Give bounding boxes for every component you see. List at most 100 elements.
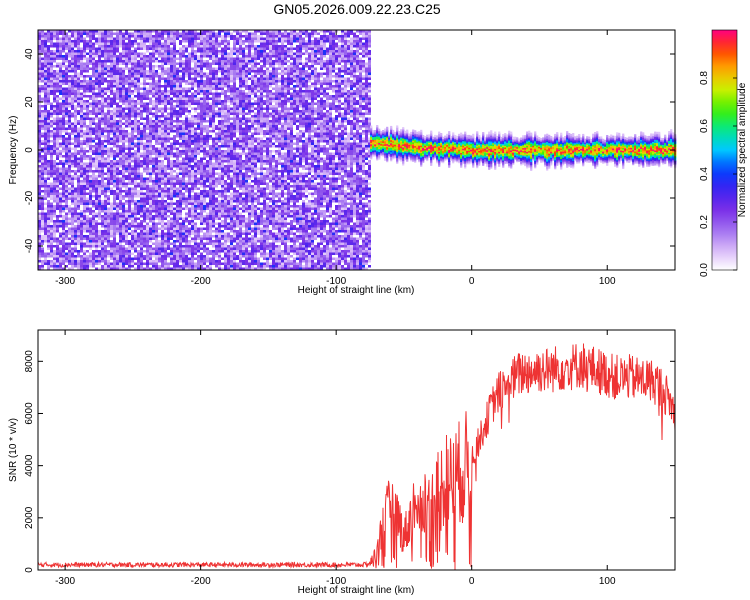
spectrogram-cell bbox=[53, 45, 56, 48]
spectrogram-cell bbox=[179, 120, 182, 123]
spectrogram-cell bbox=[206, 150, 209, 153]
spectrogram-cell bbox=[92, 30, 95, 33]
spectrogram-cell bbox=[65, 162, 68, 165]
spectrogram-cell bbox=[77, 95, 80, 98]
spectrogram-cell bbox=[146, 177, 149, 180]
spectrogram-cell bbox=[47, 245, 50, 248]
spectrogram-cell bbox=[44, 120, 47, 123]
spectrogram-cell bbox=[146, 187, 149, 190]
spectrogram-cell bbox=[110, 62, 113, 65]
spectrogram-cell bbox=[95, 100, 98, 103]
spectrogram-cell bbox=[98, 195, 101, 198]
spectrogram-cell bbox=[134, 80, 137, 83]
spectrogram-cell bbox=[47, 172, 50, 175]
spectrogram-cell bbox=[41, 142, 44, 145]
spectrogram-cell bbox=[182, 217, 185, 220]
spectrogram-cell bbox=[125, 230, 128, 233]
spectrogram-cell bbox=[164, 180, 167, 183]
spectrogram-cell bbox=[167, 40, 170, 43]
spectrogram-cell bbox=[194, 187, 197, 190]
spectrogram-cell bbox=[131, 210, 134, 213]
spectrogram-cell bbox=[110, 177, 113, 180]
spectrogram-cell bbox=[83, 95, 86, 98]
spectrogram-cell bbox=[95, 252, 98, 255]
spectrogram-cell bbox=[122, 100, 125, 103]
spectrogram-cell bbox=[194, 30, 197, 33]
spectrogram-cell bbox=[212, 102, 215, 105]
spectrogram-cell bbox=[137, 125, 140, 128]
spectrogram-cell bbox=[86, 220, 89, 223]
spectrogram-cell bbox=[122, 70, 125, 73]
spectrogram-cell bbox=[158, 117, 161, 120]
spectrogram-cell bbox=[182, 197, 185, 200]
spectrogram-cell bbox=[149, 112, 152, 115]
spectrogram-cell bbox=[95, 180, 98, 183]
spectrogram-cell bbox=[191, 32, 194, 35]
spectrogram-cell bbox=[197, 97, 200, 100]
spectrogram-cell bbox=[110, 170, 113, 173]
spectrogram-cell bbox=[41, 62, 44, 65]
spectrogram-cell bbox=[71, 35, 74, 38]
spectrogram-cell bbox=[98, 95, 101, 98]
spectrogram-cell bbox=[68, 105, 71, 108]
spectrogram-cell bbox=[194, 90, 197, 93]
spectrogram-cell bbox=[182, 50, 185, 53]
spectrogram-cell bbox=[209, 35, 212, 38]
spectrogram-cell bbox=[146, 45, 149, 48]
spectrogram-cell bbox=[95, 60, 98, 63]
spectrogram-cell bbox=[176, 140, 179, 143]
spectrogram-cell bbox=[203, 80, 206, 83]
spectrogram-cell bbox=[143, 255, 146, 258]
spectrogram-cell bbox=[65, 160, 68, 163]
spectrogram-cell bbox=[83, 265, 86, 268]
spectrogram-cell bbox=[140, 172, 143, 175]
spectrogram-cell bbox=[53, 80, 56, 83]
spectrogram-cell bbox=[191, 267, 194, 270]
spectrogram-cell bbox=[80, 35, 83, 38]
spectrogram-cell bbox=[182, 165, 185, 168]
spectrogram-cell bbox=[161, 162, 164, 165]
spectrogram-cell bbox=[44, 100, 47, 103]
spectrogram-cell bbox=[158, 227, 161, 230]
spectrogram-cell bbox=[83, 167, 86, 170]
spectrogram-cell bbox=[59, 175, 62, 178]
spectrogram-cell bbox=[188, 152, 191, 155]
spectrogram-cell bbox=[197, 160, 200, 163]
spectrogram-cell bbox=[65, 220, 68, 223]
spectrogram-cell bbox=[170, 105, 173, 108]
spectrogram-cell bbox=[86, 192, 89, 195]
spectrogram-cell bbox=[38, 125, 41, 128]
spectrogram-cell bbox=[101, 95, 104, 98]
spectrogram-cell bbox=[182, 152, 185, 155]
spectrogram-cell bbox=[110, 155, 113, 158]
spectrogram-cell bbox=[50, 220, 53, 223]
spectrogram-cell bbox=[56, 140, 59, 143]
spectrogram-cell bbox=[173, 42, 176, 45]
spectrogram-cell bbox=[107, 242, 110, 245]
spectrogram-cell bbox=[41, 72, 44, 75]
spectrogram-cell bbox=[71, 47, 74, 50]
spectrogram-cell bbox=[77, 202, 80, 205]
spectrogram-cell bbox=[143, 220, 146, 223]
spectrogram-cell bbox=[89, 45, 92, 48]
spectrogram-cell bbox=[179, 195, 182, 198]
spectrogram-cell bbox=[200, 200, 203, 203]
spectrogram-cell bbox=[50, 265, 53, 268]
spectrogram-cell bbox=[98, 32, 101, 35]
spectrogram-cell bbox=[116, 245, 119, 248]
spectrogram-cell bbox=[164, 102, 167, 105]
spectrogram-cell bbox=[191, 222, 194, 225]
spectrogram-cell bbox=[89, 200, 92, 203]
spectrogram-cell bbox=[101, 250, 104, 253]
spectrogram-cell bbox=[101, 157, 104, 160]
spectrogram-cell bbox=[107, 230, 110, 233]
spectrogram-cell bbox=[167, 235, 170, 238]
spectrogram-cell bbox=[74, 75, 77, 78]
spectrogram-cell bbox=[158, 217, 161, 220]
spectrogram-cell bbox=[140, 197, 143, 200]
spectrogram-cell bbox=[122, 102, 125, 105]
spectrogram-cell bbox=[59, 92, 62, 95]
spectrogram-cell bbox=[164, 147, 167, 150]
spectrogram-cell bbox=[170, 102, 173, 105]
spectrogram-cell bbox=[77, 100, 80, 103]
